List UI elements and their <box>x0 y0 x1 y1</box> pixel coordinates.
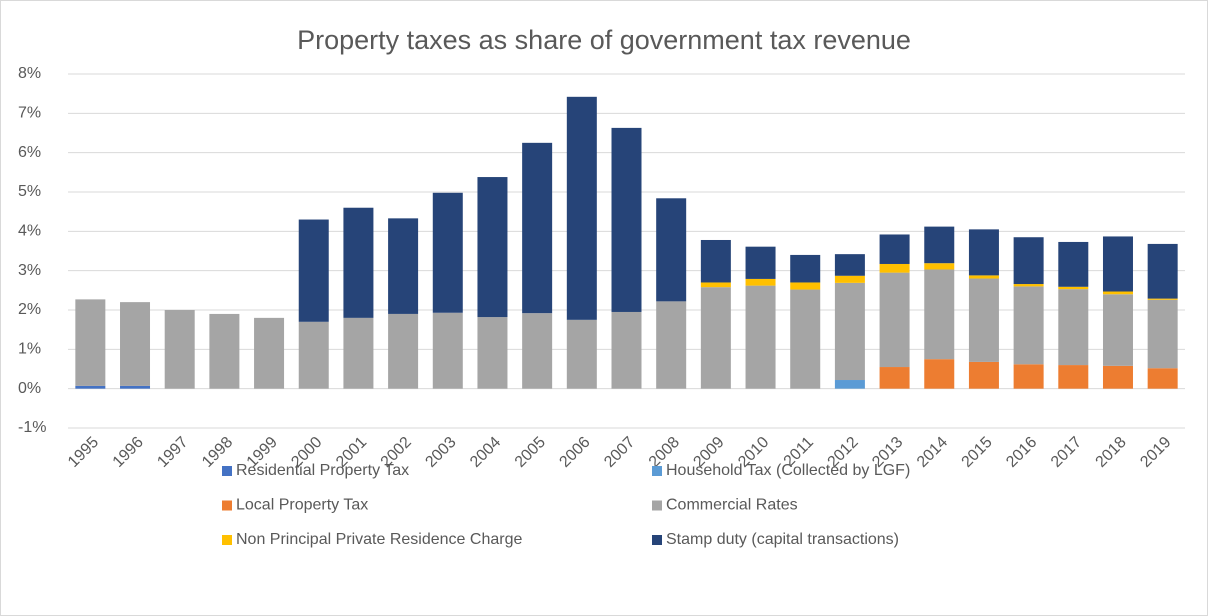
bar-segment <box>1102 236 1133 292</box>
y-tick-label: 0% <box>18 380 41 397</box>
bar-segment <box>1147 368 1178 389</box>
bar-segment <box>924 263 955 270</box>
bar-segment <box>477 177 508 318</box>
y-tick-label: 6% <box>18 144 41 161</box>
y-tick-label: -1% <box>18 419 46 436</box>
bar-segment <box>388 218 419 314</box>
bar-segment <box>209 313 240 389</box>
bar-segment <box>254 317 285 389</box>
bar-segment <box>790 254 821 283</box>
bar-segment <box>432 192 463 313</box>
y-tick-label: 1% <box>18 341 41 358</box>
bar-segment <box>477 317 508 389</box>
legend-swatch <box>652 466 662 476</box>
legend-label: Local Property Tax <box>236 497 368 514</box>
bar-segment <box>924 359 955 389</box>
bar-segment <box>745 246 776 279</box>
legend-label: Household Tax (Collected by LGF) <box>666 462 910 479</box>
bar-segment <box>611 127 642 312</box>
bar-segment <box>879 367 910 389</box>
y-tick-label: 3% <box>18 262 41 279</box>
bar-segment <box>745 278 776 286</box>
bar-segment <box>432 312 463 389</box>
bar-segment <box>879 234 910 264</box>
y-tick-label: 8% <box>18 65 41 82</box>
bar-segment <box>968 275 999 279</box>
bar-segment <box>1147 298 1178 300</box>
bar-segment <box>700 282 731 288</box>
bar-segment <box>834 275 865 283</box>
bar-segment <box>522 142 553 314</box>
legend-label: Commercial Rates <box>666 497 798 514</box>
bar-segment <box>924 226 955 264</box>
bar-segment <box>164 310 195 389</box>
bar-segment <box>656 301 687 389</box>
bar-segment <box>700 287 731 389</box>
bar-segment <box>1058 286 1089 290</box>
legend-swatch <box>652 500 662 511</box>
bar-segment <box>1013 237 1044 285</box>
bar-segment <box>343 317 374 389</box>
bar-segment <box>1013 286 1044 365</box>
legend-swatch <box>222 500 232 511</box>
bar-segment <box>924 269 955 360</box>
bar-segment <box>1102 365 1133 389</box>
bar-segment <box>968 361 999 389</box>
y-tick-label: 4% <box>18 223 41 240</box>
legend-label: Residential Property Tax <box>236 462 409 479</box>
bar-segment <box>745 285 776 389</box>
bar-segment <box>388 313 419 389</box>
y-tick-label: 5% <box>18 183 41 200</box>
bar-segment <box>298 321 329 389</box>
legend-swatch <box>652 535 662 545</box>
bar-segment <box>522 313 553 389</box>
y-tick-label: 7% <box>18 105 41 122</box>
bar-segment <box>120 302 151 386</box>
bar-segment <box>566 96 597 320</box>
bar-segment <box>968 278 999 362</box>
bar-segment <box>1102 291 1133 295</box>
bar-segment <box>120 385 151 389</box>
bar-segment <box>1013 364 1044 389</box>
bar-segment <box>1058 241 1089 287</box>
chart-title: Property taxes as share of government ta… <box>297 25 911 55</box>
bar-segment <box>343 207 374 318</box>
bar-segment <box>790 282 821 290</box>
bar-segment <box>1147 299 1178 369</box>
bar-segment <box>968 229 999 276</box>
bar-segment <box>879 263 910 273</box>
bar-segment <box>700 239 731 283</box>
bar-segment <box>834 380 865 389</box>
bar-segment <box>1147 243 1178 299</box>
y-tick-label: 2% <box>18 301 41 318</box>
bar-segment <box>656 198 687 302</box>
legend-swatch <box>222 466 232 476</box>
bar-segment <box>1013 284 1044 287</box>
bar-segment <box>834 254 865 276</box>
bar-segment <box>834 282 865 381</box>
bar-segment <box>566 319 597 389</box>
bar-segment <box>611 311 642 389</box>
bar-segment <box>879 272 910 368</box>
bar-segment <box>298 219 329 322</box>
bar-segment <box>790 289 821 389</box>
legend-swatch <box>222 535 232 545</box>
bar-segment <box>1058 365 1089 389</box>
bar-segment <box>1102 294 1133 366</box>
legend-label: Non Principal Private Residence Charge <box>236 531 522 548</box>
bar-segment <box>75 385 106 389</box>
legend-label: Stamp duty (capital transactions) <box>666 531 899 548</box>
bar-segment <box>1058 289 1089 366</box>
bar-segment <box>75 299 106 386</box>
